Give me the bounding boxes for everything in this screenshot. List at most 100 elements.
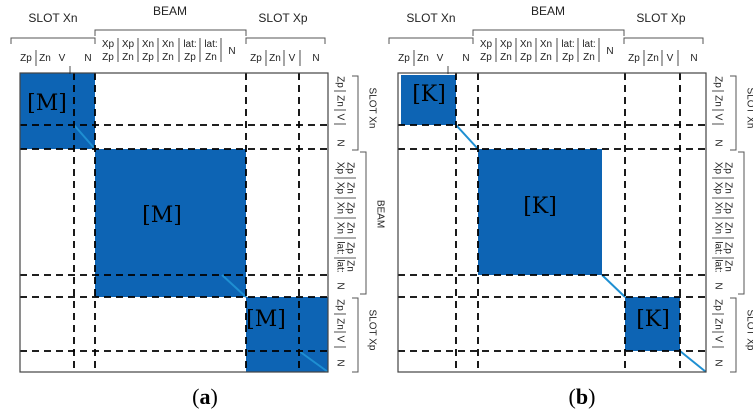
row-label-beam: Xn [334, 222, 345, 234]
group-label-slot-xn: SLOT Xn [28, 11, 77, 25]
row-label-beam: lat: [334, 241, 345, 254]
row-label-beam: Zp [344, 242, 355, 254]
row-label-beam: lat: [334, 259, 345, 272]
col-label-slot-xp: Zn [269, 53, 281, 64]
col-label-slot-xn: V [437, 53, 444, 64]
group-bracket [352, 297, 359, 373]
col-label-slot-xn: V [59, 53, 66, 64]
row-label-slot-xp: N [334, 359, 345, 366]
caption-b-open: ( [568, 384, 576, 409]
row-label-beam: Zp [722, 202, 733, 214]
matrix-block-2 [95, 149, 246, 297]
col-label-beam: Zn [122, 52, 134, 63]
group-bracket [738, 151, 745, 295]
row-label-beam: Zn [344, 222, 355, 234]
col-label-beam: Zp [480, 52, 492, 63]
row-label-beam: Xn [334, 202, 345, 214]
block-label-1: [K] [412, 82, 446, 107]
group-label-slot-xn: SLOT Xn [406, 11, 455, 25]
col-label-beam: Xp [500, 39, 513, 50]
diagonal-segment [455, 124, 479, 150]
row-label-beam: Zn [722, 182, 733, 194]
matrix-block-2 [478, 149, 602, 275]
col-label-slot-xp: V [667, 53, 674, 64]
diagonal-segment [298, 350, 329, 373]
group-label-beam-side: BEAM [374, 200, 385, 228]
row-label-slot-xp: Zp [712, 299, 723, 311]
col-label-beam: Zn [205, 52, 217, 63]
col-label-slot-xn: N [462, 53, 469, 64]
group-label-slot-xp-side: SLOT Xp [744, 310, 753, 351]
col-label-beam: Zn [540, 52, 552, 63]
col-label-beam: Zp [520, 52, 532, 63]
row-label-slot-xp: Zn [712, 318, 723, 330]
col-label-beam: N [228, 46, 235, 57]
row-label-beam: lat: [712, 259, 723, 272]
row-label-slot-xn: V [334, 114, 345, 121]
row-label-slot-xn: V [712, 114, 723, 121]
row-label-beam: Zp [722, 162, 733, 174]
group-label-beam: BEAM [531, 4, 565, 18]
col-label-slot-xn: Zp [398, 53, 410, 64]
group-label-slot-xn-side: SLOT Xn [366, 88, 377, 129]
col-label-beam: Zn [500, 52, 512, 63]
row-label-beam: lat: [712, 241, 723, 254]
caption-a-close: ) [210, 384, 218, 409]
row-label-beam: Xn [712, 222, 723, 234]
matrix-block-1 [20, 73, 95, 149]
col-label-beam: Xn [520, 39, 532, 50]
row-label-slot-xn: Zp [334, 76, 345, 88]
group-bracket [388, 37, 474, 44]
matrix-block-3 [246, 297, 328, 372]
row-label-slot-xp: N [712, 359, 723, 366]
col-label-slot-xn: Zn [417, 53, 429, 64]
row-label-slot-xp: V [712, 336, 723, 343]
col-label-slot-xp: Zp [250, 53, 262, 64]
row-label-beam: Xp [712, 162, 723, 175]
row-label-beam: Zp [722, 242, 733, 254]
panel-b: [K] [K] [K] SLOT Xn BEAM SLOT Xp Zp Zn V N Xp Xp Xn X… [388, 4, 753, 373]
row-label-beam: Zn [722, 222, 733, 234]
row-label-beam: Zn [344, 260, 355, 272]
row-label-beam: N [334, 282, 345, 289]
row-label-slot-xn: Zn [334, 95, 345, 107]
col-label-beam: Zn [583, 52, 595, 63]
col-label-beam: Zp [562, 52, 574, 63]
row-label-beam: Xp [712, 182, 723, 195]
col-label-beam: lat: [183, 39, 196, 50]
block-label-3: [K] [636, 307, 670, 332]
col-label-beam: lat: [582, 39, 595, 50]
block-label-3: [M] [246, 307, 286, 332]
group-bracket [10, 37, 96, 44]
col-label-beam: lat: [204, 39, 217, 50]
group-bracket [352, 75, 359, 151]
row-label-beam: Xp [334, 182, 345, 195]
row-label-beam: Zp [344, 202, 355, 214]
caption-b-letter: b [575, 384, 589, 409]
col-label-beam: N [606, 46, 613, 57]
diagonal-segment [601, 274, 626, 298]
panel-a: [M] [M] [M] SLOT Xn BEAM SLOT Xp Zp Zn V N Xp Xp Xn X… [10, 4, 385, 373]
row-label-beam: Xp [334, 162, 345, 175]
row-label-slot-xn: N [334, 139, 345, 146]
row-label-beam: Xn [712, 202, 723, 214]
row-label-slot-xp: V [334, 336, 345, 343]
col-label-beam: Xn [142, 39, 154, 50]
group-bracket [245, 37, 326, 44]
col-label-beam: Zn [162, 52, 174, 63]
row-label-beam: Zp [344, 162, 355, 174]
diagonal-segment [221, 274, 247, 298]
group-label-slot-xn-side: SLOT Xn [744, 88, 753, 129]
group-bracket [94, 29, 247, 36]
row-label-slot-xp: Zp [334, 299, 345, 311]
caption-b: (b) [542, 384, 622, 410]
col-label-slot-xp: N [312, 53, 319, 64]
row-label-slot-xn: Zp [712, 76, 723, 88]
group-bracket [730, 297, 737, 373]
block-label-2: [M] [142, 203, 182, 228]
col-label-beam: Xp [480, 39, 493, 50]
diagonal-segment [679, 350, 707, 373]
col-label-slot-xn: Zp [20, 53, 32, 64]
